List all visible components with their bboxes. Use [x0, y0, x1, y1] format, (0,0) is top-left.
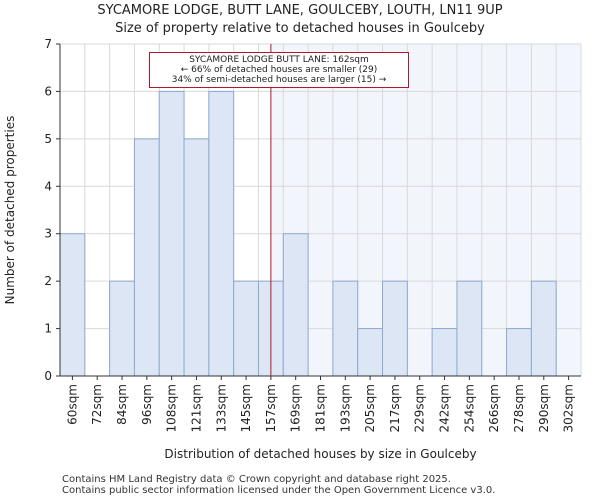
y-tick-label: 7: [44, 37, 52, 51]
bar: [456, 280, 483, 377]
x-tick-label: 169sqm: [289, 384, 303, 432]
bar: [233, 280, 259, 377]
y-tick-label: 3: [44, 227, 52, 241]
annotation-box: SYCAMORE LODGE BUTT LANE: 162sqm ← 66% o…: [149, 52, 409, 88]
chart-subtitle: Size of property relative to detached ho…: [115, 21, 485, 36]
bar: [59, 233, 86, 377]
x-tick-label: 254sqm: [462, 384, 476, 432]
bar: [530, 280, 557, 377]
annotation-line-2: ← 66% of detached houses are smaller (29…: [180, 65, 378, 75]
y-tick-label: 0: [44, 369, 52, 383]
x-tick-label: 96sqm: [140, 384, 154, 425]
bar: [357, 328, 384, 377]
bar: [332, 280, 359, 377]
x-tick-label: 145sqm: [239, 384, 253, 432]
bar: [431, 328, 458, 377]
x-tick-label: 133sqm: [214, 384, 228, 432]
bar: [282, 233, 309, 377]
x-tick-label: 121sqm: [189, 384, 203, 432]
x-tick-label: 193sqm: [338, 384, 352, 432]
x-tick-label: 108sqm: [165, 384, 179, 432]
bar: [109, 280, 135, 377]
x-tick-label: 229sqm: [413, 384, 427, 432]
bar: [183, 138, 210, 377]
x-axis-title: Distribution of detached houses by size …: [164, 447, 476, 461]
chart-title: SYCAMORE LODGE, BUTT LANE, GOULCEBY, LOU…: [97, 3, 503, 18]
annotation-line-3: 34% of semi-detached houses are larger (…: [171, 75, 387, 85]
footer-line-2: Contains public sector information licen…: [62, 485, 496, 496]
bar: [133, 138, 160, 377]
y-tick-label: 6: [44, 84, 52, 98]
bar: [506, 328, 532, 377]
bar: [208, 90, 235, 377]
x-tick-label: 217sqm: [388, 384, 402, 432]
x-tick-label: 290sqm: [537, 384, 551, 432]
annotation-line-1: SYCAMORE LODGE BUTT LANE: 162sqm: [189, 55, 369, 65]
x-tick-label: 242sqm: [438, 384, 452, 432]
y-tick-label: 2: [44, 274, 52, 288]
x-tick-label: 157sqm: [264, 384, 278, 432]
x-tick-label: 60sqm: [65, 384, 79, 425]
y-tick-label: 5: [44, 132, 52, 146]
y-tick-label: 4: [44, 179, 52, 193]
x-tick-label: 302sqm: [562, 384, 576, 432]
x-tick-label: 72sqm: [90, 384, 104, 425]
y-tick-label: 1: [44, 322, 52, 336]
footer-line-1: Contains HM Land Registry data © Crown c…: [62, 474, 451, 485]
y-axis-title: Number of detached properties: [3, 116, 17, 305]
x-tick-label: 266sqm: [487, 384, 501, 432]
x-tick-label: 181sqm: [314, 384, 328, 432]
x-tick-label: 205sqm: [363, 384, 377, 432]
bar: [382, 280, 408, 377]
bar: [158, 90, 185, 377]
x-tick-label: 84sqm: [115, 384, 129, 425]
x-tick-label: 278sqm: [512, 384, 526, 432]
larger-region-shade: [270, 44, 581, 376]
